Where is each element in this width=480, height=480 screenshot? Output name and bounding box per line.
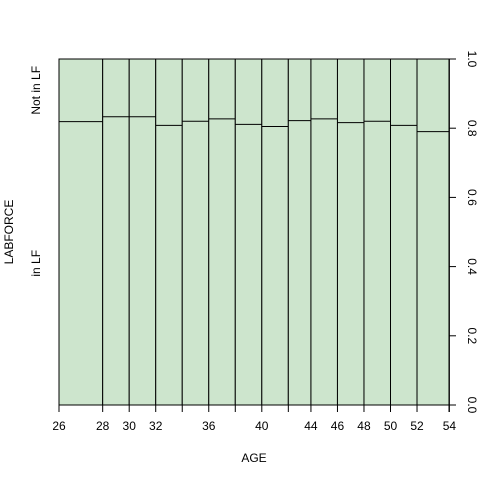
x-tick-label-48: 48 — [357, 419, 371, 433]
category-label-0: in LF — [29, 250, 43, 277]
bin-8 — [287, 58, 312, 406]
right-y-axis: 0.0 0.2 0.4 0.6 0.8 1.0 — [448, 51, 479, 414]
bin-9 — [310, 58, 338, 406]
bin-5 — [208, 58, 236, 406]
y-tick-label-2: 0.4 — [465, 258, 479, 275]
bin-7 — [261, 58, 289, 406]
category-labels: in LF Not in LF — [29, 66, 43, 277]
x-tick-label-32: 32 — [149, 419, 163, 433]
bin-13 — [416, 58, 450, 406]
y-tick-label-4: 0.8 — [465, 120, 479, 137]
bin-12 — [390, 58, 418, 406]
category-label-1: Not in LF — [29, 66, 43, 115]
y-tick-label-5: 1.0 — [465, 51, 479, 68]
x-tick-label-46: 46 — [331, 419, 345, 433]
y-tick-label-1: 0.2 — [465, 327, 479, 344]
bin-3 — [155, 58, 183, 406]
y-tick-label-0: 0.0 — [465, 397, 479, 414]
x-tick-label-28: 28 — [96, 419, 110, 433]
x-tick-label-30: 30 — [123, 419, 137, 433]
bin-2 — [128, 58, 157, 406]
x-tick-label-26: 26 — [52, 419, 66, 433]
x-tick-label-44: 44 — [304, 419, 318, 433]
x-tick-label-36: 36 — [202, 419, 216, 433]
x-axis: 26 28 30 32 36 40 44 46 48 50 52 54 — [52, 404, 457, 433]
bin-1 — [102, 58, 130, 406]
bin-10 — [336, 58, 365, 406]
y-axis-label: LABFORCE — [2, 200, 16, 265]
bin-6 — [234, 58, 263, 406]
x-tick-label-50: 50 — [384, 419, 398, 433]
bars-group — [58, 58, 450, 406]
bin-4 — [181, 58, 210, 406]
bin-11 — [363, 58, 392, 406]
x-tick-label-54: 54 — [443, 419, 457, 433]
y-tick-label-3: 0.6 — [465, 189, 479, 206]
x-axis-label: AGE — [241, 451, 266, 465]
bin-0 — [58, 58, 104, 406]
x-tick-label-52: 52 — [410, 419, 424, 433]
x-tick-label-40: 40 — [255, 419, 269, 433]
